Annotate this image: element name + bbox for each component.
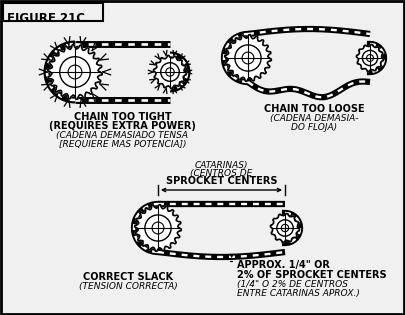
Text: (TENSION CORRECTA): (TENSION CORRECTA)	[79, 282, 177, 291]
Circle shape	[60, 57, 90, 87]
Text: CHAIN TOO TIGHT: CHAIN TOO TIGHT	[74, 112, 171, 122]
Circle shape	[68, 65, 82, 79]
Polygon shape	[356, 44, 384, 72]
Text: (CADENA DEMASIADO TENSA: (CADENA DEMASIADO TENSA	[57, 131, 188, 140]
Circle shape	[281, 224, 289, 232]
Circle shape	[161, 63, 179, 81]
Text: (CADENA DEMASIA-: (CADENA DEMASIA-	[270, 114, 358, 123]
FancyBboxPatch shape	[3, 3, 103, 21]
Text: CATARINAS): CATARINAS)	[195, 161, 248, 170]
Circle shape	[166, 68, 174, 76]
Circle shape	[277, 220, 293, 236]
Text: [REQUIERE MAS POTENCIA]): [REQUIERE MAS POTENCIA])	[59, 140, 186, 149]
Circle shape	[145, 215, 171, 241]
Text: CORRECT SLACK: CORRECT SLACK	[83, 272, 173, 282]
Circle shape	[235, 45, 261, 71]
Text: (CENTROS DE: (CENTROS DE	[190, 169, 253, 178]
Polygon shape	[271, 214, 300, 243]
Circle shape	[367, 54, 373, 61]
Text: FIGURE 21C: FIGURE 21C	[7, 12, 85, 25]
Polygon shape	[225, 35, 271, 81]
Text: (1/4" O 2% DE CENTROS: (1/4" O 2% DE CENTROS	[237, 280, 347, 289]
Text: APPROX. 1/4" OR: APPROX. 1/4" OR	[237, 260, 330, 270]
Text: CHAIN TOO LOOSE: CHAIN TOO LOOSE	[264, 104, 364, 114]
Circle shape	[242, 52, 254, 64]
Text: (REQUIRES EXTRA POWER): (REQUIRES EXTRA POWER)	[49, 121, 196, 131]
Text: 2% OF SPROCKET CENTERS: 2% OF SPROCKET CENTERS	[237, 270, 386, 280]
Polygon shape	[48, 45, 102, 99]
Polygon shape	[153, 55, 187, 89]
Polygon shape	[134, 205, 181, 251]
Text: ENTRE CATARINAS APROX.): ENTRE CATARINAS APROX.)	[237, 289, 360, 298]
Circle shape	[152, 222, 164, 234]
Circle shape	[362, 50, 377, 66]
Text: DO FLOJA): DO FLOJA)	[291, 123, 337, 132]
Text: SPROCKET CENTERS: SPROCKET CENTERS	[166, 176, 277, 186]
